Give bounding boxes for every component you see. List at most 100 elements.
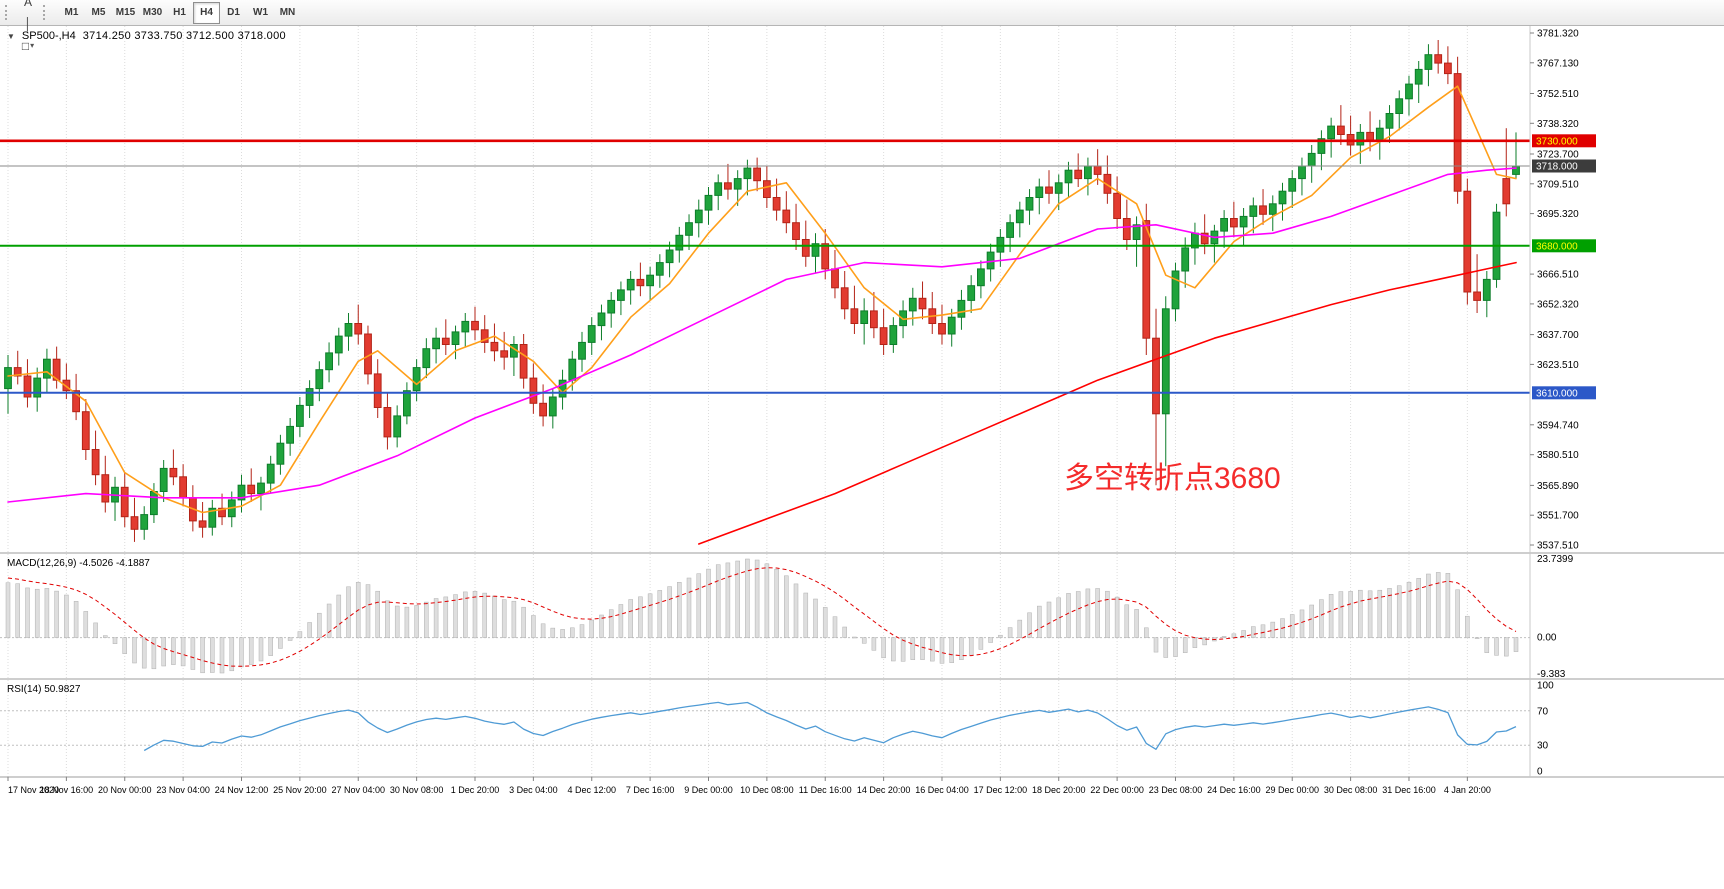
time-axis-label: 16 Dec 04:00 [915, 785, 969, 795]
candle-body [1268, 203, 1277, 215]
candle-body [1453, 73, 1462, 192]
time-axis-label: 27 Nov 04:00 [331, 785, 385, 795]
timeframe-button-D1[interactable]: D1 [227, 7, 240, 18]
time-axis-label: 18 Dec 20:00 [1032, 785, 1086, 795]
candle-body [159, 467, 168, 492]
timeframe-button-M30[interactable]: M30 [142, 7, 163, 18]
candle-body [4, 367, 12, 390]
svg-text:3680.000: 3680.000 [1536, 241, 1578, 252]
candle-body [646, 274, 655, 287]
candle-body [957, 299, 966, 318]
candle-body [52, 358, 61, 381]
ma-slow-red[interactable] [697, 261, 1517, 545]
candle-body [753, 167, 762, 182]
candle-body [451, 331, 460, 345]
candle-body [879, 327, 888, 346]
candle-body [772, 197, 781, 211]
timeframe-button-M5[interactable]: M5 [91, 7, 106, 18]
candle-body [587, 325, 596, 343]
candle-body [1161, 308, 1170, 415]
candle-body [1054, 182, 1063, 194]
candle-body [617, 289, 625, 301]
candle-body [529, 377, 538, 404]
candle-body [43, 358, 51, 379]
candle-body [947, 316, 956, 335]
ma-mid-magenta[interactable] [7, 167, 1517, 503]
macd-axis-label: 0.00 [1537, 633, 1557, 644]
timeframe-button-H1[interactable]: H1 [173, 7, 186, 18]
macd-axis-label: 23.7399 [1537, 554, 1574, 565]
candle-body [626, 278, 635, 291]
price-axis-label: 3565.890 [1537, 481, 1579, 492]
candle-body [1444, 62, 1452, 75]
ma-fast-orange[interactable] [7, 85, 1517, 514]
price-axis-label: 3723.700 [1537, 150, 1579, 161]
candle-body [665, 249, 674, 264]
candle-body [685, 222, 693, 236]
candle-body [938, 323, 946, 335]
timeframe-button-M1[interactable]: M1 [64, 7, 79, 18]
candle-body [62, 379, 71, 392]
toolbar-grip[interactable] [43, 5, 48, 20]
time-axis-label: 23 Dec 08:00 [1149, 785, 1203, 795]
candle-body [130, 516, 139, 530]
time-axis-label: 11 Dec 16:00 [799, 785, 852, 795]
text-tool-icon[interactable]: A [23, 0, 32, 9]
candle-body [1337, 125, 1345, 135]
toolbar-grip[interactable] [5, 5, 10, 20]
candle-body [977, 268, 985, 287]
vline-tool-icon[interactable]: │ [24, 16, 32, 31]
time-axis-label: 30 Nov 08:00 [390, 785, 444, 795]
candle-body [1375, 127, 1384, 142]
timeframe-button-H4[interactable]: H4 [193, 1, 220, 24]
timeframe-button-MN[interactable]: MN [279, 7, 296, 18]
candle-body [490, 341, 499, 352]
rsi-axis-label: 0 [1537, 767, 1543, 778]
time-axis-label: 4 Jan 20:00 [1444, 785, 1491, 795]
price-axis-label: 3637.700 [1537, 330, 1579, 341]
candle-body [519, 344, 528, 379]
candle-body [548, 396, 557, 417]
candle-body [393, 415, 402, 438]
rsi-axis-label: 100 [1537, 681, 1554, 692]
price-axis-label: 3551.700 [1537, 511, 1579, 522]
candle-body [1278, 190, 1287, 205]
candle-body [1064, 169, 1073, 184]
price-axis-label: 3695.320 [1537, 209, 1579, 220]
candle-body [1288, 178, 1297, 192]
candle-body [1414, 68, 1423, 85]
candle-body [344, 323, 353, 337]
candle-body [383, 407, 392, 438]
candle-body [568, 358, 577, 381]
candle-body [471, 320, 479, 331]
candle-body [218, 507, 226, 518]
time-axis-label: 25 Nov 20:00 [273, 785, 327, 795]
candle-body [315, 369, 324, 390]
candle-body [1200, 232, 1209, 245]
candle-body [1230, 218, 1238, 228]
candle-body [33, 377, 42, 398]
candle-body [1327, 125, 1335, 140]
price-axis-label: 3537.510 [1537, 541, 1579, 552]
price-axis-label: 3594.740 [1537, 420, 1579, 431]
candle-body [422, 348, 431, 369]
candle-body [334, 335, 343, 354]
candle-body [286, 425, 295, 444]
time-axis-label: 4 Dec 12:00 [567, 785, 616, 795]
candle-body [870, 310, 878, 329]
candle-body [441, 337, 450, 346]
candle-body [1385, 113, 1394, 129]
chart-canvas[interactable]: 3781.320 3767.130 3752.510 3738.320 3723.700… [0, 26, 1724, 889]
time-axis-label: 7 Dec 16:00 [626, 785, 675, 795]
time-axis-label: 20 Nov 00:00 [98, 785, 152, 795]
price-badge: 3610.000 [1532, 386, 1596, 400]
shapes-tool-icon[interactable]: □ ▾ [21, 38, 35, 53]
candle-body [1434, 54, 1443, 64]
timeframe-button-W1[interactable]: W1 [253, 7, 268, 18]
macd-signal-line [7, 567, 1517, 667]
candle-body [101, 474, 110, 503]
price-axis-label: 3652.320 [1537, 299, 1579, 310]
candle-body [461, 320, 470, 333]
timeframe-button-M15[interactable]: M15 [115, 7, 136, 18]
